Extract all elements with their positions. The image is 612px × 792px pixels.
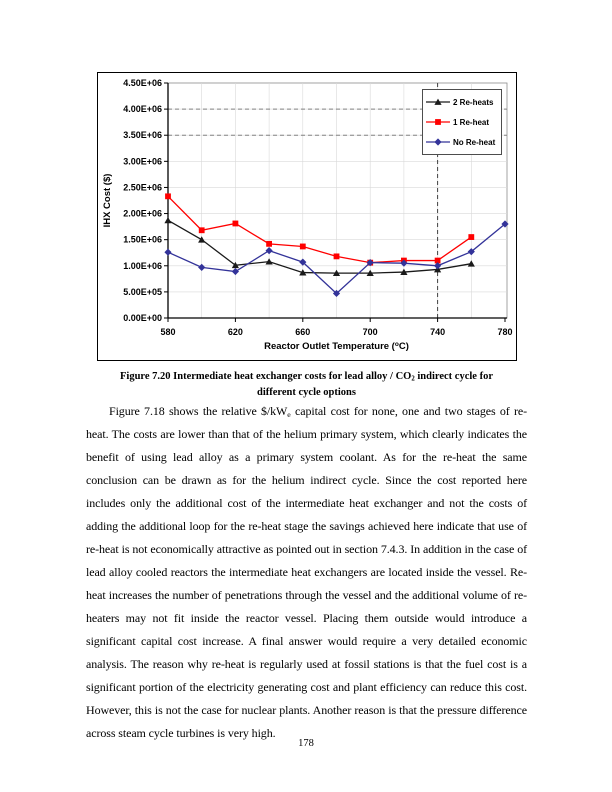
data-point-marker: [434, 138, 442, 146]
figure-caption-line2: different cycle options: [257, 387, 356, 398]
data-point-marker: [468, 234, 475, 240]
data-point-marker: [332, 289, 341, 298]
data-point-marker: [231, 267, 239, 276]
y-tick-label: 0.00E+00: [123, 313, 162, 323]
data-point-marker: [164, 216, 172, 224]
x-tick-label: 660: [295, 327, 310, 337]
data-point-marker: [299, 243, 306, 250]
x-tick-label: 580: [160, 327, 175, 337]
legend-item-1-re-heat: 1 Re-heat: [426, 117, 498, 127]
legend-label: 2 Re-heats: [453, 97, 494, 107]
data-point-marker: [435, 119, 441, 125]
y-tick-label: 1.00E+06: [123, 261, 162, 271]
y-axis-title: IHX Cost ($): [102, 174, 113, 228]
data-point-marker: [400, 268, 408, 275]
figure-chart: 580 620 660 700 740 780 0.00E+00 5.00E+05 1.00E+…: [97, 72, 517, 361]
chart-legend: 2 Re-heats 1 Re-heat No Re-heat: [422, 89, 502, 155]
data-point-marker: [434, 257, 441, 264]
data-point-marker: [299, 269, 307, 276]
legend-item-2-re-heats: 2 Re-heats: [426, 97, 498, 107]
legend-label: No Re-heat: [453, 137, 496, 147]
data-point-marker: [434, 262, 442, 270]
data-point-marker: [266, 240, 272, 247]
x-tick-label: 620: [228, 327, 243, 337]
legend-label: 1 Re-heat: [453, 117, 490, 127]
data-point-marker: [400, 259, 408, 267]
y-tick-label: 3.50E+06: [123, 130, 162, 140]
series-line: [167, 195, 472, 264]
page-number: 178: [298, 738, 314, 749]
y-tick-label: 5.00E+05: [123, 287, 162, 297]
y-tick-label: 4.00E+06: [123, 104, 162, 114]
data-point-marker: [165, 193, 171, 200]
data-point-marker: [434, 98, 442, 105]
data-point-marker: [366, 269, 374, 276]
data-point-marker: [501, 220, 509, 228]
triangle-marker-swatch-icon: [426, 98, 450, 105]
x-axis-title: Reactor Outlet Temperature (oC): [264, 341, 409, 352]
data-point-marker: [265, 258, 273, 265]
data-point-marker: [198, 236, 206, 243]
y-tick-label: 3.00E+06: [123, 156, 162, 166]
series-1-re-heat: [165, 193, 475, 266]
y-tick-label: 2.50E+06: [123, 182, 162, 192]
diamond-marker-swatch-icon: [426, 138, 450, 146]
data-point-marker: [232, 220, 239, 227]
data-point-marker: [198, 227, 205, 234]
y-tick-label: 2.00E+06: [123, 209, 162, 219]
data-point-marker: [333, 253, 340, 260]
x-tick-label: 700: [363, 327, 378, 337]
x-tick-label: 780: [497, 327, 512, 337]
y-tick-label: 4.50E+06: [123, 78, 162, 88]
body-paragraph: Figure 7.18 shows the relative $/kWe cap…: [86, 404, 527, 740]
data-point-marker: [231, 261, 239, 269]
legend-item-no-re-heat: No Re-heat: [426, 137, 498, 147]
data-point-marker: [467, 260, 475, 267]
data-point-marker: [332, 269, 341, 276]
square-marker-swatch-icon: [426, 119, 450, 125]
data-point-marker: [467, 248, 475, 256]
figure-caption-line1: Figure 7.20 Intermediate heat exchanger …: [120, 371, 493, 383]
y-tick-label: 1.50E+06: [123, 235, 162, 245]
x-tick-label: 740: [430, 327, 445, 337]
figure-caption: Figure 7.20 Intermediate heat exchanger …: [86, 369, 527, 401]
series-line: [167, 219, 472, 274]
data-point-marker: [164, 248, 172, 256]
series-2-re-heats: [164, 216, 475, 276]
